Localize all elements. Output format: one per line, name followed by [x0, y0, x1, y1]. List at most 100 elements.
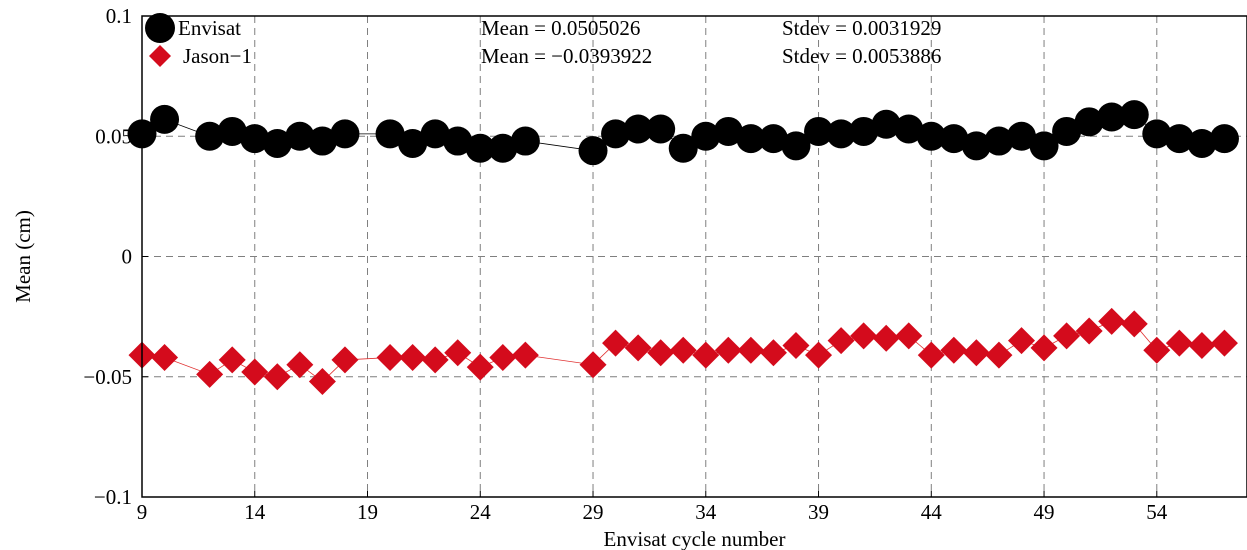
envisat-point	[1074, 107, 1104, 137]
jason-1-point	[940, 336, 968, 364]
envisat-point	[398, 128, 428, 158]
y-tick-label: −0.05	[83, 365, 132, 389]
envisat-point	[1006, 121, 1036, 151]
legend-marker-diamond	[149, 45, 171, 67]
x-tick-label: 34	[695, 500, 717, 524]
jason-1-point	[444, 339, 472, 367]
jason-1-point	[602, 329, 630, 357]
envisat-point	[601, 119, 631, 149]
envisat-point	[465, 133, 495, 163]
envisat-point	[1142, 119, 1172, 149]
legend: Envisat Mean = 0.0505026 Stdev = 0.0031929…	[145, 13, 941, 68]
legend-item-envisat: Envisat Mean = 0.0505026 Stdev = 0.0031929	[145, 13, 941, 43]
jason-1-point	[1165, 329, 1193, 357]
series-layer	[127, 100, 1239, 396]
jason-1-point	[1075, 317, 1103, 345]
envisat-point	[871, 109, 901, 139]
x-tick-label: 9	[137, 500, 148, 524]
jason-1-point	[1210, 329, 1238, 357]
x-tick-label: 29	[583, 500, 604, 524]
envisat-point	[443, 126, 473, 156]
y-tick-label: 0.1	[106, 4, 132, 28]
envisat-point	[217, 116, 247, 146]
jason-1-point	[985, 341, 1013, 369]
jason-1-point	[579, 351, 607, 379]
envisat-point	[1209, 124, 1239, 154]
jason-1-point	[1188, 331, 1216, 359]
envisat-point	[195, 121, 225, 151]
y-tick-label: 0	[122, 245, 133, 269]
jason-1-point	[196, 360, 224, 388]
envisat-point	[713, 116, 743, 146]
y-tick-label: −0.1	[94, 485, 132, 509]
jason-1-point	[714, 336, 742, 364]
jason-1-point	[1143, 336, 1171, 364]
envisat-point	[375, 119, 405, 149]
jason-1-point	[782, 331, 810, 359]
series-envisat	[127, 100, 1239, 166]
envisat-point	[781, 131, 811, 161]
jason-1-point	[805, 341, 833, 369]
envisat-point	[939, 124, 969, 154]
jason-1-point	[263, 363, 291, 391]
envisat-point	[1164, 124, 1194, 154]
tick-layer: 9 14 19 24 29 34 39 44 49 54 0.1 0.05 0 −0.05 −0.1	[83, 4, 1167, 524]
jason-1-point	[1098, 307, 1126, 335]
x-tick-label: 14	[244, 500, 266, 524]
jason-1-point	[850, 322, 878, 350]
legend-label: Envisat	[178, 16, 241, 40]
jason-1-point	[624, 334, 652, 362]
envisat-point	[510, 126, 540, 156]
envisat-point	[668, 133, 698, 163]
jason-1-point	[241, 358, 269, 386]
envisat-point	[262, 128, 292, 158]
envisat-point	[894, 114, 924, 144]
envisat-point	[1119, 100, 1149, 130]
jason-1-point	[218, 346, 246, 374]
jason-1-point	[1030, 334, 1058, 362]
envisat-point	[307, 126, 337, 156]
y-tick-label: 0.05	[95, 124, 132, 148]
jason-1-point	[759, 339, 787, 367]
x-tick-label: 24	[470, 500, 492, 524]
envisat-point	[623, 114, 653, 144]
envisat-point	[758, 124, 788, 154]
envisat-point	[420, 119, 450, 149]
jason-1-point	[1120, 310, 1148, 338]
jason-1-point	[827, 327, 855, 355]
jason-1-point	[895, 322, 923, 350]
jason-1-point	[489, 344, 517, 372]
jason-1-point	[1007, 327, 1035, 355]
jason-1-point	[308, 368, 336, 396]
jason-1-point	[692, 341, 720, 369]
envisat-point	[330, 119, 360, 149]
jason-1-point	[376, 344, 404, 372]
envisat-point	[646, 114, 676, 144]
jason-1-point	[511, 341, 539, 369]
jason-1-point	[399, 344, 427, 372]
y-axis-title: Mean (cm)	[11, 210, 35, 303]
x-axis-title: Envisat cycle number	[604, 527, 786, 550]
jason-1-point	[872, 324, 900, 352]
x-tick-label: 54	[1146, 500, 1168, 524]
jason-1-point	[917, 341, 945, 369]
envisat-point	[578, 136, 608, 166]
envisat-point	[961, 131, 991, 161]
envisat-point	[150, 104, 180, 134]
envisat-point	[1052, 116, 1082, 146]
legend-mean-text: Mean = −0.0393922	[481, 44, 652, 68]
legend-mean-text: Mean = 0.0505026	[481, 16, 640, 40]
jason-1-point	[421, 346, 449, 374]
jason-1-point	[962, 339, 990, 367]
envisat-point	[984, 126, 1014, 156]
jason-1-point	[669, 336, 697, 364]
envisat-point	[285, 121, 315, 151]
envisat-point	[1029, 131, 1059, 161]
legend-stdev-text: Stdev = 0.0031929	[782, 16, 941, 40]
legend-marker-circle	[145, 13, 175, 43]
grid-layer	[142, 16, 1247, 497]
jason-1-point	[647, 339, 675, 367]
envisat-point	[1187, 128, 1217, 158]
